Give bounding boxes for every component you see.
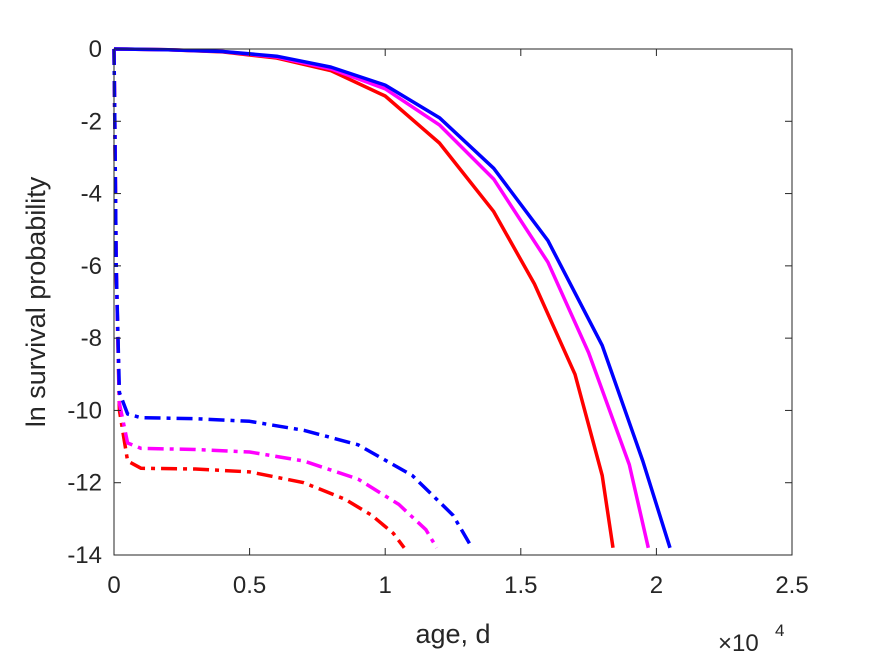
x-tick-label: 2 — [650, 572, 663, 599]
y-tick-label: -12 — [67, 470, 102, 497]
plot-frame — [113, 48, 793, 556]
y-axis-label: ln survival probability — [21, 176, 51, 427]
x-multiplier-exponent: 4 — [775, 621, 784, 640]
y-tick-label: -10 — [67, 397, 102, 424]
tick-layer: 0 0.5 1 1.5 2 2.5 0 -2 -4 -6 -8 -10 -12 -14 — [67, 36, 808, 599]
x-axis-label: age, d — [415, 619, 490, 649]
x-tick-label: 0.5 — [233, 572, 266, 599]
series-line-3 — [113, 47, 672, 549]
plot-background — [114, 49, 792, 555]
x-tick-label: 1.5 — [504, 572, 537, 599]
x-tick-label: 0 — [107, 572, 120, 599]
y-tick-label: -2 — [81, 108, 102, 135]
x-multiplier-label: ×10 — [718, 630, 759, 656]
y-tick-label: -4 — [81, 181, 102, 208]
y-tick-label: -14 — [67, 542, 102, 569]
x-tick-label: 2.5 — [775, 572, 808, 599]
x-tick-label: 1 — [379, 572, 392, 599]
y-tick-label: 0 — [89, 36, 102, 63]
y-tick-label: -8 — [81, 325, 102, 352]
y-tick-label: -6 — [81, 253, 102, 280]
